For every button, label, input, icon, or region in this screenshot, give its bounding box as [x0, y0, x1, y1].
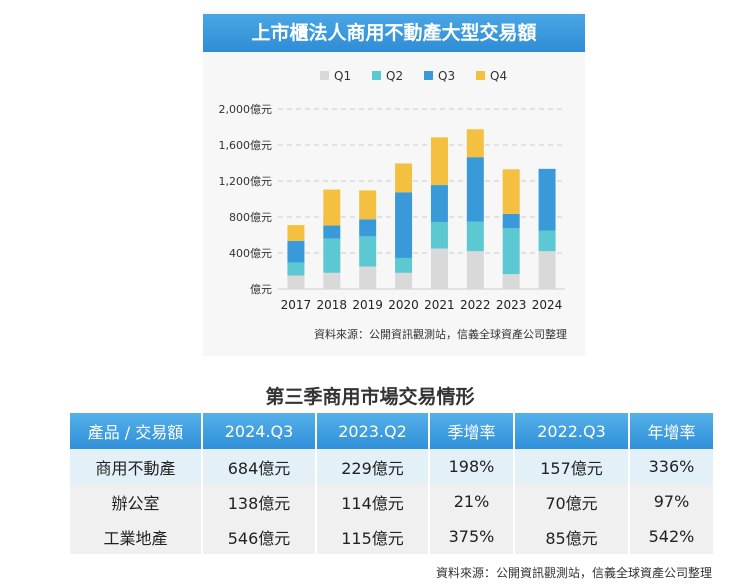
x-tick-label: 2021 [424, 298, 455, 312]
x-tick-label: 2017 [281, 298, 312, 312]
chart-title: 上市櫃法人商用不動產大型交易額 [203, 14, 585, 52]
y-tick-label: 400億元 [229, 247, 272, 260]
bar-q3-2018 [323, 225, 341, 239]
bar-q4-2023 [502, 169, 520, 214]
y-tick-label: 2,000億元 [219, 103, 273, 116]
x-tick-label: 2020 [388, 298, 419, 312]
table-cell: 85億元 [515, 519, 628, 554]
bar-q1-2024 [538, 251, 556, 289]
table-cell: 198% [430, 449, 513, 484]
bar-q2-2020 [395, 257, 413, 273]
bar-q2-2019 [359, 236, 377, 267]
bar-q1-2018 [323, 272, 341, 289]
y-tick-label: 800億元 [229, 211, 272, 224]
table-cell: 工業地產 [70, 519, 201, 554]
table-row: 商用不動產 684億元 229億元 198% 157億元 336% [70, 449, 713, 484]
x-tick-label: 2018 [317, 298, 348, 312]
bar-q1-2023 [502, 274, 520, 289]
table-cell: 542% [630, 519, 713, 554]
legend-swatch [320, 71, 329, 80]
header-cell: 2023.Q2 [317, 413, 428, 449]
bar-q1-2017 [287, 275, 305, 289]
bar-q2-2022 [466, 221, 484, 252]
bar-q1-2021 [430, 248, 448, 289]
table-cell: 546億元 [203, 519, 315, 554]
legend-swatch [476, 71, 485, 80]
bar-q1-2022 [466, 251, 484, 289]
table-cell: 115億元 [317, 519, 428, 554]
header-cell: 年增率 [630, 413, 713, 449]
table-row: 辦公室 138億元 114億元 21% 70億元 97% [70, 484, 713, 519]
bar-q2-2017 [287, 262, 305, 276]
table-source: 資料來源：公開資訊觀測站，信義全球資產公司整理 [435, 566, 712, 580]
bar-q3-2021 [430, 185, 448, 222]
table-cell: 21% [430, 484, 513, 519]
bar-q2-2023 [502, 228, 520, 275]
table-cell: 114億元 [317, 484, 428, 519]
bar-q3-2019 [359, 219, 377, 237]
bar-q2-2024 [538, 230, 556, 252]
table-cell: 辦公室 [70, 484, 201, 519]
header-cell: 產品 / 交易額 [70, 413, 201, 449]
bar-q4-2020 [395, 163, 413, 193]
transaction-table: 產品 / 交易額 2024.Q3 2023.Q2 季增率 2022.Q3 年增率… [68, 413, 715, 554]
y-tick-label: 1,200億元 [219, 175, 273, 188]
y-tick-label: 億元 [250, 283, 272, 296]
bar-q4-2019 [359, 190, 377, 220]
legend-label: Q1 [334, 69, 351, 83]
x-tick-label: 2022 [460, 298, 491, 312]
table-cell: 商用不動產 [70, 449, 201, 484]
table-row: 工業地產 546億元 115億元 375% 85億元 542% [70, 519, 713, 554]
table-cell: 229億元 [317, 449, 428, 484]
table-cell: 684億元 [203, 449, 315, 484]
x-tick-label: 2024 [532, 298, 563, 312]
bar-q4-2021 [430, 137, 448, 186]
legend-swatch [372, 71, 381, 80]
bar-q2-2018 [323, 238, 341, 273]
bar-q3-2023 [502, 213, 520, 229]
y-tick-label: 1,600億元 [219, 139, 273, 152]
bar-q3-2020 [395, 192, 413, 258]
chart-panel: 上市櫃法人商用不動產大型交易額 Q1 Q2 Q3 Q4 億元 400億元 800億元 1,20… [203, 12, 585, 356]
table-cell: 138億元 [203, 484, 315, 519]
legend-swatch [424, 71, 433, 80]
bar-q1-2020 [395, 272, 413, 289]
x-tick-label: 2023 [496, 298, 527, 312]
legend-label: Q2 [386, 69, 403, 83]
bar-q1-2019 [359, 266, 377, 289]
bar-q3-2022 [466, 157, 484, 222]
table-cell: 70億元 [515, 484, 628, 519]
bar-q4-2017 [287, 225, 305, 241]
bar-q3-2024 [538, 168, 556, 231]
table-cell: 97% [630, 484, 713, 519]
table-cell: 157億元 [515, 449, 628, 484]
header-cell: 2022.Q3 [515, 413, 628, 449]
table-cell: 336% [630, 449, 713, 484]
x-tick-label: 2019 [352, 298, 383, 312]
header-cell: 季增率 [430, 413, 513, 449]
chart-source: 資料來源：公開資訊觀測站，信義全球資產公司整理 [314, 328, 567, 341]
bar-q3-2017 [287, 240, 305, 263]
bar-q4-2022 [466, 129, 484, 158]
stacked-bar-chart: Q1 Q2 Q3 Q4 億元 400億元 800億元 1,200億元 1,600億元 2,000億… [219, 69, 565, 312]
legend-label: Q3 [438, 69, 455, 83]
header-cell: 2024.Q3 [203, 413, 315, 449]
bar-q4-2018 [323, 189, 341, 226]
bar-q2-2021 [430, 221, 448, 249]
table-cell: 375% [430, 519, 513, 554]
table-header-row: 產品 / 交易額 2024.Q3 2023.Q2 季增率 2022.Q3 年增率 [70, 413, 713, 449]
legend-label: Q4 [490, 69, 507, 83]
table-title: 第三季商用市場交易情形 [265, 386, 475, 408]
